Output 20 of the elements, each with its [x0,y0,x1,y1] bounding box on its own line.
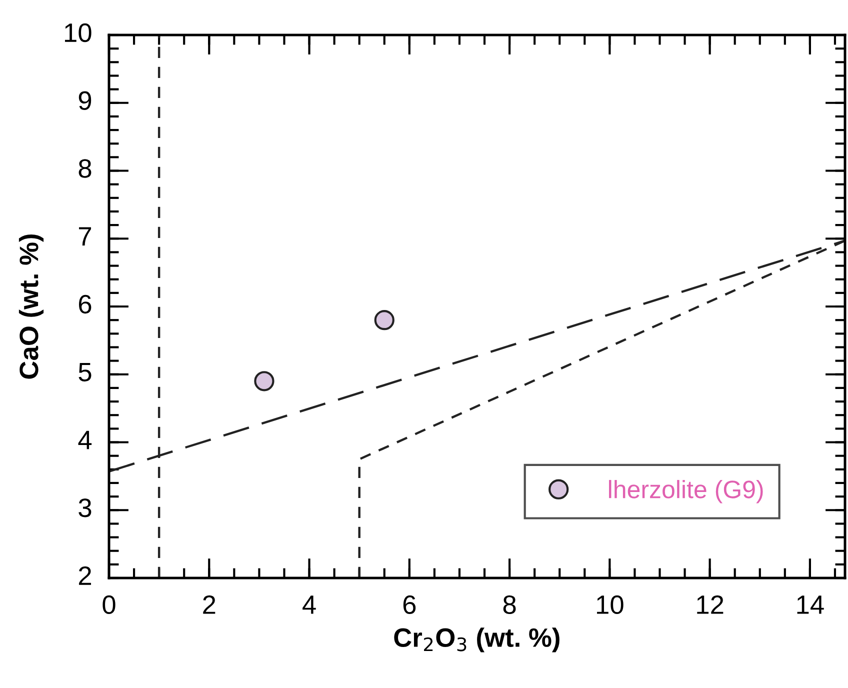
y-tick-label: 3 [78,498,92,518]
x-tick-label: 4 [302,596,316,614]
y-tick-label: 10 [64,23,92,42]
x-tick-label: 10 [597,595,624,614]
x-tick-label: 12 [697,595,724,614]
y-tick-label: 2 [78,566,92,585]
x-axis-title: Cr$_{2}$O$_{3}$ (wt. %) [394,628,560,652]
y-tick-label: 7 [79,227,92,246]
x-tick-label: 8 [503,595,516,614]
y-tick-label: 5 [78,363,92,382]
y-tick-label: 8 [78,159,92,178]
legend-label: lherzolite (G9) [609,480,763,504]
y-tick-label: 4 [78,430,92,450]
y-tick-label: 6 [79,294,92,314]
x-tick-label: 0 [102,595,116,614]
y-axis-title: CaO (wt. %) [18,234,44,379]
x-tick-label: 2 [203,595,216,614]
x-tick-label: 6 [403,595,416,614]
x-tick-label: 14 [797,596,824,614]
y-tick-label: 9 [78,91,92,110]
